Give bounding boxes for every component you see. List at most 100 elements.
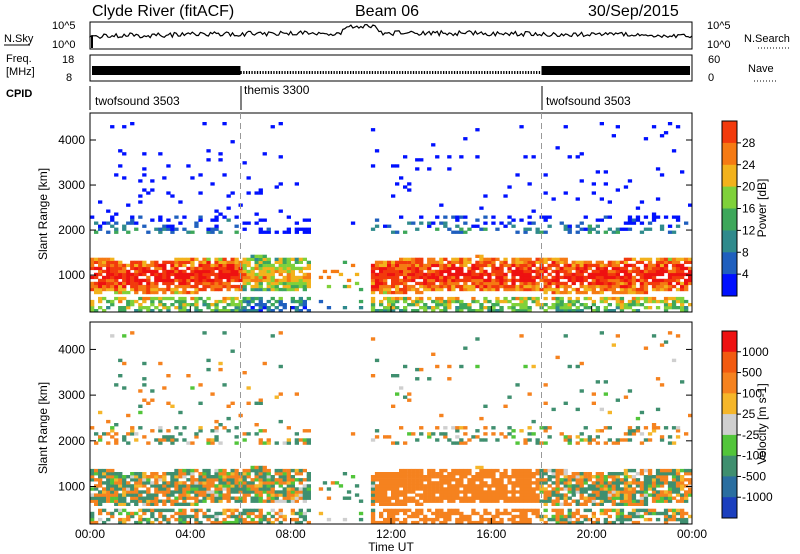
velocity-cell <box>507 395 512 399</box>
power-cell <box>198 309 203 313</box>
power-cell <box>178 306 183 310</box>
velocity-cell <box>387 511 392 516</box>
power-cell <box>643 281 649 286</box>
velocity-cell <box>688 481 693 485</box>
velocity-cell <box>234 441 239 445</box>
freq-band-2-mark <box>295 71 297 74</box>
velocity-cell <box>671 426 677 430</box>
velocity-cell <box>395 493 400 497</box>
power-cell <box>286 227 291 231</box>
velocity-cell <box>635 502 641 506</box>
power-cell <box>427 224 432 228</box>
velocity-cell <box>162 502 167 506</box>
power-cell <box>479 257 484 261</box>
power-cell <box>651 275 657 280</box>
velocity-cell <box>407 432 412 436</box>
velocity-cell <box>214 520 219 525</box>
freq-band-2-mark <box>287 71 289 74</box>
velocity-cell <box>350 475 356 479</box>
velocity-cell <box>555 520 560 525</box>
power-cell <box>559 221 564 225</box>
power-cell <box>667 275 673 280</box>
power-cell <box>194 287 199 292</box>
freq-band-2-mark <box>445 71 447 74</box>
power-cell <box>194 296 199 301</box>
velocity-cell <box>675 435 681 439</box>
velocity-cell <box>98 508 103 513</box>
power-cell <box>583 284 588 289</box>
power-cell <box>387 284 392 289</box>
velocity-cell <box>475 478 480 482</box>
velocity-cell <box>98 490 103 494</box>
velocity-cell <box>379 520 384 525</box>
velocity-cell <box>511 499 516 503</box>
power-cell <box>98 299 103 304</box>
power-cell <box>639 303 645 307</box>
power-cell <box>198 296 203 301</box>
velocity-cell <box>487 511 492 516</box>
velocity-cell <box>499 484 504 488</box>
velocity-cell <box>671 468 677 473</box>
velocity-cell <box>431 481 436 485</box>
power-cell <box>218 230 223 234</box>
velocity-cell <box>126 490 131 494</box>
velocity-cell <box>479 520 484 525</box>
velocity-cell <box>435 472 440 476</box>
power-cell <box>190 278 195 283</box>
velocity-cell <box>250 487 255 491</box>
velocity-cell <box>531 508 536 513</box>
power-cell <box>242 296 247 301</box>
power-cell <box>635 309 641 313</box>
power-cell <box>407 263 412 268</box>
power-cell <box>395 284 400 289</box>
velocity-cell <box>503 493 508 497</box>
power-cell <box>150 272 155 277</box>
power-cell <box>547 266 552 271</box>
velocity-cell <box>539 468 544 473</box>
power-cell <box>515 266 520 271</box>
power-cell <box>635 290 641 295</box>
velocity-cell <box>190 441 195 445</box>
velocity-cell <box>242 478 247 482</box>
velocity-cell <box>110 478 115 482</box>
velocity-cell <box>234 481 239 485</box>
power-cell <box>170 266 175 271</box>
velocity-cell <box>567 438 572 442</box>
velocity-cell <box>234 487 239 491</box>
power-cell <box>282 230 287 234</box>
velocity-cell <box>591 438 596 442</box>
velocity-cell <box>595 520 600 525</box>
velocity-cell <box>419 517 424 522</box>
power-cell <box>138 306 143 310</box>
power-cell <box>94 287 99 292</box>
velocity-cell <box>379 493 384 497</box>
velocity-cell <box>531 493 536 497</box>
velocity-cell <box>547 496 552 500</box>
power-cell <box>326 284 332 289</box>
velocity-cell <box>575 435 580 439</box>
power-cell <box>98 263 103 268</box>
power-cell <box>110 125 115 129</box>
velocity-cell <box>407 514 412 519</box>
power-cell <box>543 173 548 177</box>
power-cell <box>110 266 115 271</box>
velocity-cell <box>210 478 215 482</box>
velocity-cell <box>411 496 416 500</box>
velocity-cell <box>150 508 155 513</box>
velocity-cell <box>475 520 480 525</box>
power-cell <box>607 281 612 286</box>
power-cell <box>142 299 147 304</box>
power-cell <box>443 284 448 289</box>
power-cell <box>411 303 416 307</box>
velocity-cell <box>523 514 528 519</box>
power-cell <box>627 299 633 304</box>
velocity-cell <box>427 478 432 482</box>
velocity-cell <box>391 472 396 476</box>
power-cell <box>170 263 175 268</box>
power-cell <box>286 275 291 280</box>
velocity-cell <box>451 484 456 488</box>
velocity-cell <box>194 511 199 516</box>
power-cell <box>102 309 107 313</box>
velocity-cell <box>214 475 219 479</box>
freq-band-2-mark <box>470 71 472 74</box>
